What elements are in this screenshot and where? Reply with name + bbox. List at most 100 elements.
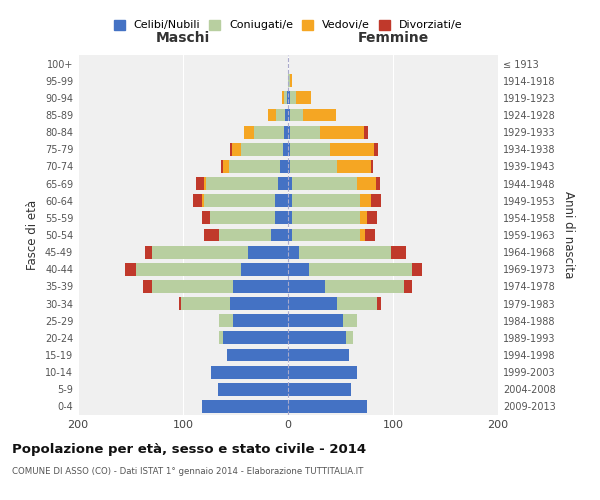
Bar [271,228,288,241]
Bar [280,160,288,173]
Bar [364,126,368,138]
Bar [288,348,349,362]
Bar [346,332,353,344]
Bar [179,297,181,310]
Bar [223,160,229,173]
Bar [248,246,288,258]
Bar [371,194,382,207]
Bar [227,348,288,362]
Bar [288,74,290,87]
Bar [268,108,277,122]
Bar [196,177,204,190]
Bar [391,246,406,258]
Bar [361,212,367,224]
Bar [320,126,364,138]
Bar [275,194,288,207]
Y-axis label: Anni di nascita: Anni di nascita [562,192,575,278]
Bar [202,194,204,207]
Bar [232,143,241,156]
Bar [204,177,206,190]
Text: Popolazione per età, sesso e stato civile - 2014: Popolazione per età, sesso e stato civil… [12,442,366,456]
Bar [288,143,290,156]
Bar [145,246,151,258]
Bar [288,383,351,396]
Bar [218,314,233,327]
Bar [288,194,292,207]
Bar [229,160,280,173]
Bar [292,194,361,207]
Bar [244,126,254,138]
Bar [288,92,290,104]
Bar [288,108,290,122]
Bar [296,92,311,104]
Bar [275,212,288,224]
Bar [290,74,292,87]
Bar [204,228,218,241]
Bar [288,212,292,224]
Text: Femmine: Femmine [358,30,428,44]
Bar [358,177,376,190]
Bar [309,263,412,276]
Bar [299,246,391,258]
Bar [412,263,422,276]
Bar [288,246,299,258]
Bar [337,297,377,310]
Bar [202,212,210,224]
Bar [254,126,284,138]
Bar [367,212,377,224]
Bar [230,143,232,156]
Bar [288,228,292,241]
Bar [374,143,379,156]
Bar [290,108,303,122]
Bar [241,263,288,276]
Bar [290,126,320,138]
Text: COMUNE DI ASSO (CO) - Dati ISTAT 1° gennaio 2014 - Elaborazione TUTTITALIA.IT: COMUNE DI ASSO (CO) - Dati ISTAT 1° genn… [12,468,364,476]
Bar [284,126,288,138]
Bar [181,297,230,310]
Bar [288,400,367,413]
Bar [361,228,365,241]
Text: Maschi: Maschi [156,30,210,44]
Bar [233,280,288,293]
Bar [210,212,275,224]
Bar [288,160,290,173]
Bar [125,263,136,276]
Bar [223,332,288,344]
Bar [204,194,275,207]
Bar [211,366,288,378]
Bar [377,297,382,310]
Bar [292,228,361,241]
Bar [285,108,288,122]
Y-axis label: Fasce di età: Fasce di età [26,200,39,270]
Bar [283,143,288,156]
Bar [404,280,412,293]
Bar [151,280,233,293]
Bar [365,228,375,241]
Bar [325,280,404,293]
Legend: Celibi/Nubili, Coniugati/e, Vedovi/e, Divorziati/e: Celibi/Nubili, Coniugati/e, Vedovi/e, Di… [112,18,464,32]
Bar [233,314,288,327]
Bar [277,177,288,190]
Bar [218,383,288,396]
Bar [277,108,285,122]
Bar [303,108,337,122]
Bar [288,314,343,327]
Bar [290,92,296,104]
Bar [136,263,241,276]
Bar [330,143,374,156]
Bar [292,212,361,224]
Bar [288,177,292,190]
Bar [337,160,371,173]
Bar [282,92,284,104]
Bar [202,400,288,413]
Bar [221,160,223,173]
Bar [292,177,358,190]
Bar [371,160,373,173]
Bar [288,126,290,138]
Bar [284,92,287,104]
Bar [288,366,358,378]
Bar [288,332,346,344]
Bar [206,177,277,190]
Bar [287,92,288,104]
Bar [218,332,223,344]
